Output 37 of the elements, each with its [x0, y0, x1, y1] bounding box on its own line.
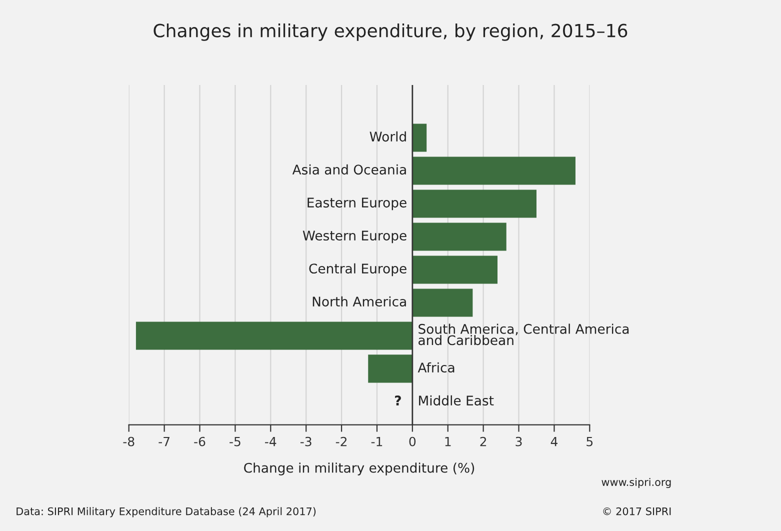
y-tick-label: Africa — [418, 362, 454, 373]
x-tick-label: -2 — [336, 436, 347, 446]
x-axis-title: Change in military expenditure (%) — [244, 462, 474, 476]
x-tick-label: -7 — [158, 436, 170, 446]
y-tick-label: Middle East — [419, 395, 494, 406]
x-tick-label: 0 — [409, 436, 416, 446]
text: Data: SIPRI Military Expenditure Database (24 April 2017) — [16, 507, 316, 518]
annotation: ? — [395, 396, 401, 406]
x-tick-label: 3 — [516, 436, 522, 446]
y-tick-label: Eastern Europe — [308, 198, 406, 210]
bar — [412, 190, 536, 218]
bar — [412, 222, 506, 251]
x-tick-label: 1 — [445, 436, 451, 446]
y-tick-label: South America, Central America and Caribbean — [418, 324, 629, 346]
y-tick-label: Asia and Oceania — [292, 164, 406, 175]
chart-title: Changes in military expenditure, by region, 2015–16 — [154, 23, 628, 41]
y-tick-label: Central Europe — [309, 263, 406, 276]
x-tick-label: -8 — [123, 436, 134, 446]
x-tick-label: -3 — [300, 436, 312, 446]
x-tick-label: 5 — [586, 436, 593, 446]
bar — [412, 256, 498, 284]
y-tick-label: Western Europe — [302, 230, 406, 244]
x-tick-label: 2 — [480, 436, 486, 446]
bar — [412, 124, 427, 152]
text: © 2017 SIPRI — [603, 507, 671, 516]
bar — [368, 354, 412, 383]
bar — [136, 322, 412, 350]
x-tick-label: -6 — [194, 436, 206, 446]
x-tick-label: 4 — [550, 436, 558, 446]
bar — [412, 288, 473, 317]
bar — [412, 156, 576, 185]
text: www.sipri.org — [602, 478, 671, 488]
x-tick-label: -1 — [371, 436, 382, 446]
x-tick-label: -5 — [230, 436, 240, 446]
x-tick-label: -4 — [265, 436, 276, 446]
y-tick-label: North America — [312, 296, 406, 307]
y-tick-label: World — [370, 131, 406, 142]
